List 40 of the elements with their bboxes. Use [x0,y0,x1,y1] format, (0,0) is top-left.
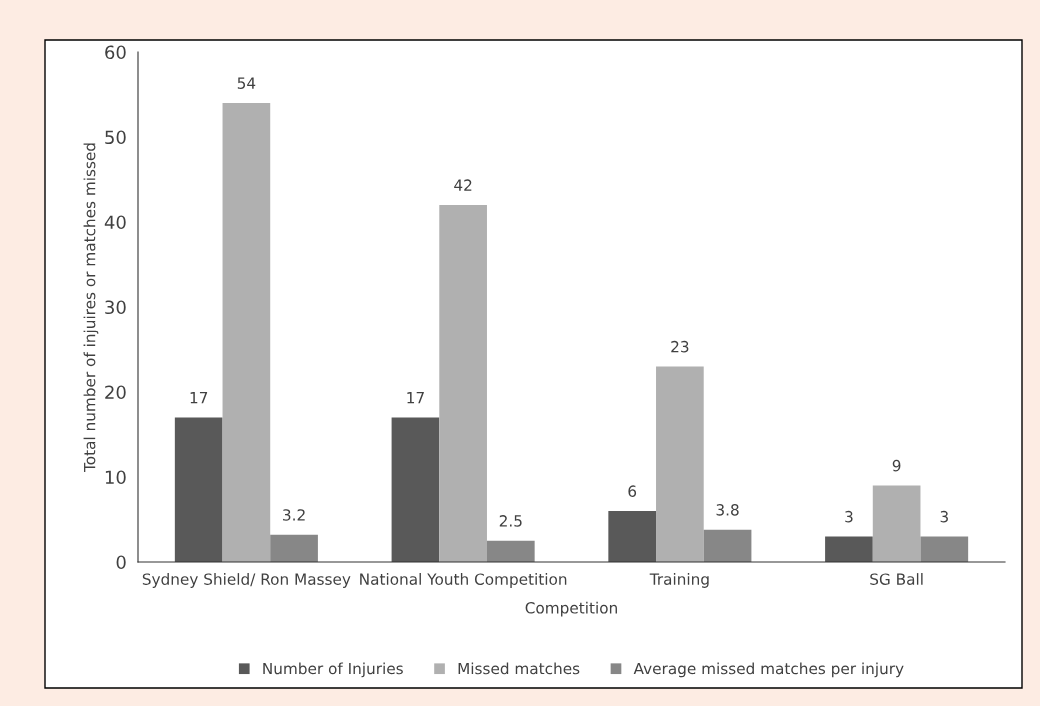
data-label: 42 [454,179,472,191]
data-label: 9 [892,459,901,472]
x-tick-label: Sydney Shield/ Ron Massey [142,573,351,588]
y-axis-title: Total number of injuires or matches missed [83,143,99,473]
y-tick-label: 60 [105,45,126,60]
x-axis-title: Competition [525,601,617,617]
bar [920,536,969,562]
data-label: 54 [237,77,256,89]
bar [872,485,921,562]
data-label: 3.2 [283,509,305,521]
x-tick-label: Training [649,573,709,588]
bar [174,417,223,562]
y-tick-label: 40 [104,215,126,230]
y-tick-label: 0 [116,555,126,570]
bar [656,366,704,562]
data-label: 3 [845,510,853,523]
x-tick-label: National Youth Competition [360,573,567,588]
legend-label: Number of Injuries [263,662,403,678]
data-label: 17 [407,392,424,404]
legend-label: Missed matches [458,662,580,675]
data-label: 23 [671,340,689,353]
data-label: 2.5 [499,515,522,527]
bar [825,536,873,562]
data-label: 3 [940,510,948,523]
bar [486,540,535,562]
legend-label: Average missed matches per injury [633,662,904,678]
bar [439,205,487,562]
y-tick-label: 10 [105,470,126,485]
y-tick-label: 30 [105,300,126,315]
bar [391,417,440,562]
bar [703,529,752,562]
bar [222,103,271,562]
data-label: 17 [190,392,208,404]
data-label: 3.8 [716,504,739,516]
bar [608,511,657,562]
bar [270,534,318,562]
x-tick-label: SG Ball [870,573,923,585]
data-label: 6 [628,485,637,497]
y-tick-label: 20 [105,385,126,400]
y-tick-label: 50 [105,130,126,145]
